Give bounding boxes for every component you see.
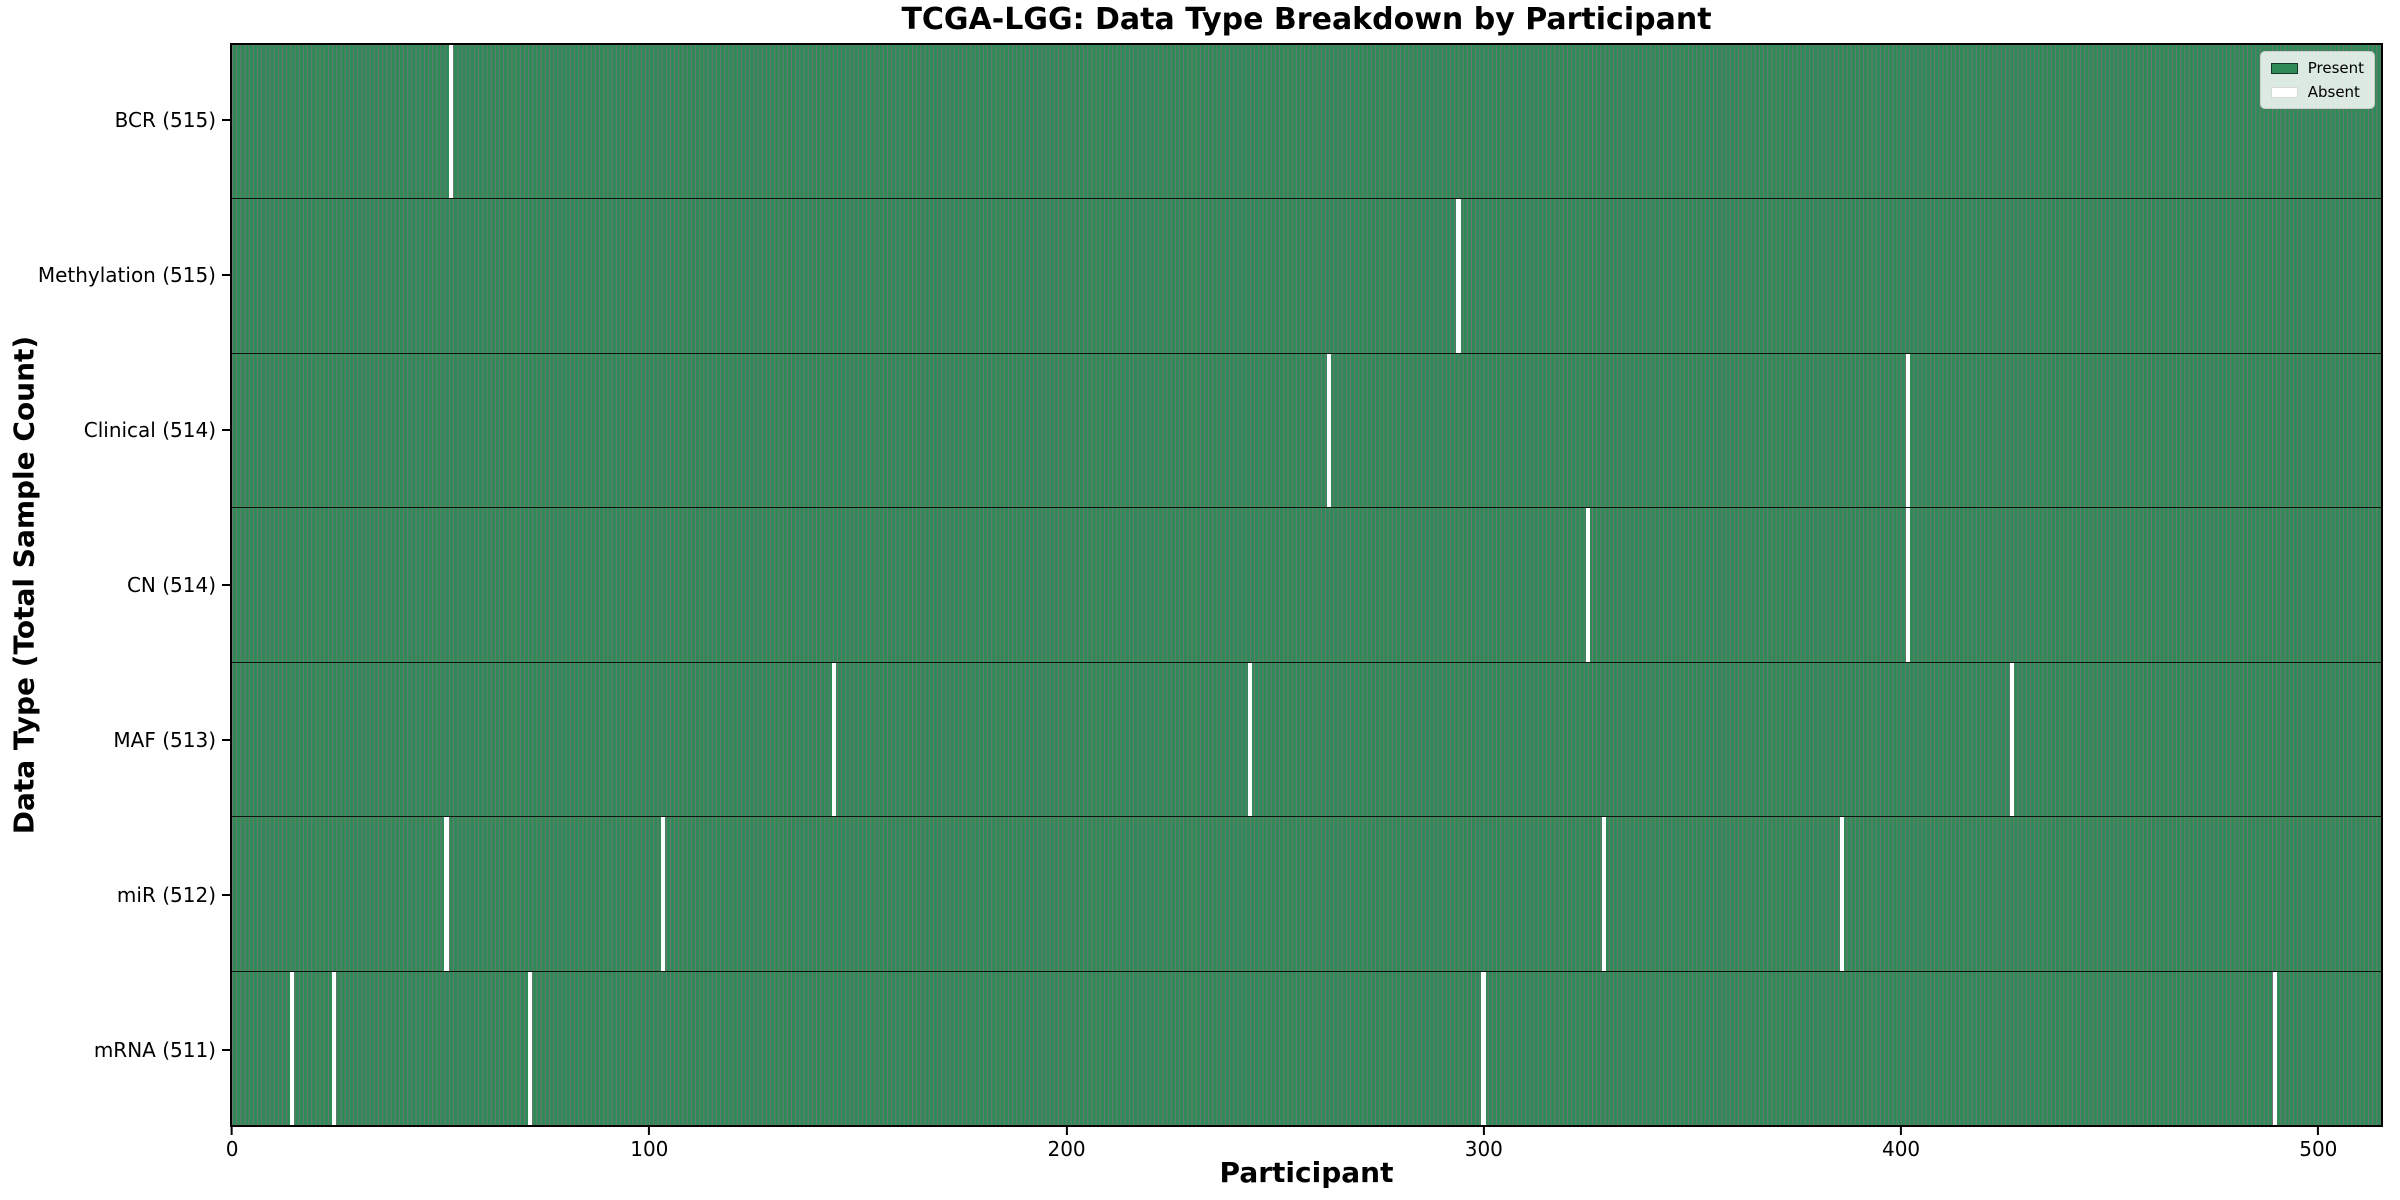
absent-marker — [448, 45, 453, 199]
x-tick-label: 500 — [2299, 1137, 2338, 1161]
absent-marker — [527, 971, 532, 1125]
x-tick-mark — [1900, 1127, 1903, 1135]
absent-marker — [1327, 353, 1332, 508]
heatmap-row-MAF — [232, 662, 2381, 818]
y-tick-mark — [222, 584, 230, 586]
legend-entry-absent: Absent — [2270, 83, 2364, 101]
absent-marker — [831, 662, 836, 817]
legend: Present Absent — [2259, 51, 2375, 109]
x-tick-labels: 0 100 200 300 400 500 — [226, 1127, 2383, 1167]
absent-marker — [1906, 353, 1911, 508]
legend-swatch-present — [2270, 62, 2298, 74]
x-tick-mark — [1065, 1127, 1068, 1135]
y-tick-mark — [222, 119, 230, 122]
y-tick-item: BCR (515) — [115, 108, 230, 132]
x-tick-item: 100 — [630, 1127, 668, 1161]
y-tick-label: BCR (515) — [114, 108, 216, 133]
y-tick-item: mRNA (511) — [94, 1038, 230, 1062]
y-tick-label: Clinical (514) — [83, 418, 216, 443]
y-tick-item: miR (512) — [117, 883, 230, 907]
x-tick-label: 0 — [225, 1137, 239, 1161]
x-tick-mark — [231, 1127, 234, 1135]
y-tick-label: MAF (513) — [113, 727, 216, 752]
y-tick-mark — [222, 274, 230, 277]
heatmap-row-CN — [232, 508, 2381, 663]
y-tick-mark — [222, 1048, 230, 1051]
absent-marker — [1248, 662, 1253, 817]
x-tick-label: 400 — [1881, 1137, 1921, 1161]
absent-marker — [1481, 971, 1486, 1125]
x-axis-label: Participant — [1219, 1156, 1394, 1189]
absent-marker — [1585, 508, 1590, 662]
y-tick-labels: BCR (515) Methylation (515) Clinical (514)… — [0, 43, 230, 1127]
heatmap-row-Methylation — [232, 199, 2381, 354]
heatmap-row-Clinical — [232, 353, 2381, 509]
x-tick-label: 300 — [1464, 1137, 1503, 1161]
x-tick-item: 300 — [1465, 1127, 1503, 1161]
legend-label: Absent — [2307, 83, 2360, 101]
absent-marker — [1906, 508, 1911, 662]
absent-marker — [444, 817, 449, 971]
y-tick-mark — [222, 429, 230, 432]
absent-marker — [331, 971, 337, 1125]
y-tick-label: CN (514) — [126, 573, 216, 597]
y-tick-item: Clinical (514) — [84, 418, 230, 442]
x-tick-item: 400 — [1882, 1127, 1920, 1161]
heatmap-row-miR — [232, 817, 2381, 972]
x-tick-label: 100 — [630, 1137, 669, 1161]
x-tick-item: 0 — [225, 1127, 239, 1161]
plot-area: Present Absent — [230, 43, 2383, 1127]
absent-marker — [660, 817, 666, 971]
y-tick-label: miR (512) — [116, 882, 216, 907]
x-tick-mark — [648, 1127, 651, 1135]
legend-label: Present — [2307, 59, 2364, 77]
y-tick-label: Methylation (515) — [37, 263, 216, 288]
rows — [232, 45, 2381, 1125]
x-tick-mark — [1482, 1127, 1485, 1135]
y-tick-label: mRNA (511) — [93, 1037, 216, 1062]
x-tick-item: 200 — [1047, 1127, 1086, 1161]
y-tick-item: Methylation (515) — [38, 263, 230, 287]
absent-marker — [2272, 971, 2277, 1125]
absent-marker — [1839, 817, 1844, 971]
heatmap-row-BCR — [232, 45, 2381, 200]
absent-marker — [2010, 662, 2015, 817]
absent-marker — [1456, 199, 1461, 353]
chart-title: TCGA-LGG: Data Type Breakdown by Partici… — [901, 2, 1712, 37]
x-tick-mark — [2317, 1127, 2320, 1135]
y-tick-mark — [222, 738, 230, 741]
legend-entry-present: Present — [2270, 59, 2364, 77]
absent-marker — [290, 971, 295, 1125]
heatmap-row-mRNA — [232, 971, 2381, 1125]
absent-marker — [1602, 817, 1607, 971]
y-tick-item: CN (514) — [127, 573, 230, 597]
legend-swatch-absent — [2270, 86, 2298, 98]
y-tick-mark — [222, 893, 230, 896]
y-tick-item: MAF (513) — [113, 728, 230, 752]
x-tick-item: 500 — [2299, 1127, 2337, 1161]
x-tick-label: 200 — [1047, 1137, 1086, 1161]
